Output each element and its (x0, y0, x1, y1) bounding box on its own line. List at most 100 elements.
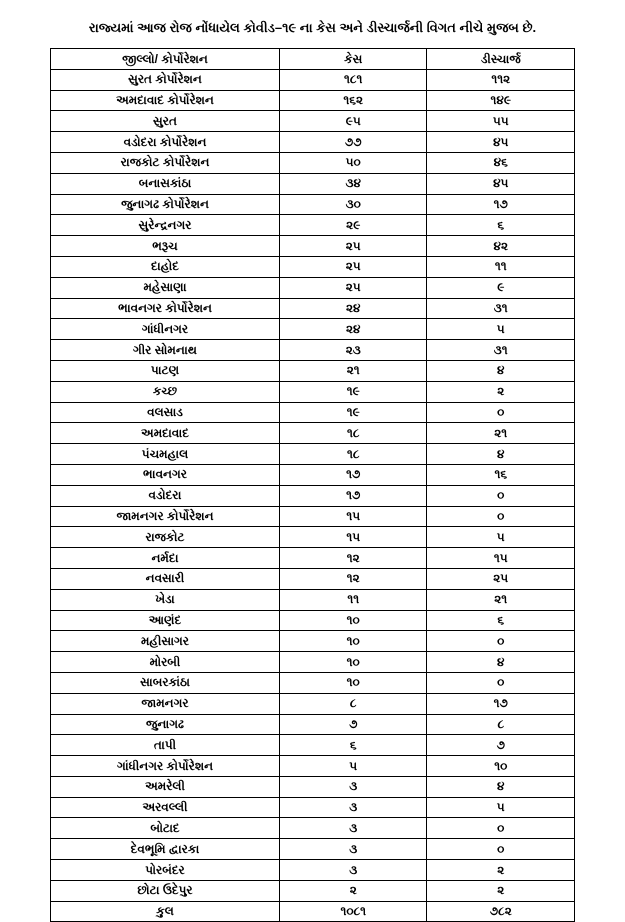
table-row: દાહોદ૨૫૧૧ (51, 256, 575, 277)
cases-cell: ૧૭ (279, 464, 427, 485)
discharge-cell: ૦ (427, 631, 575, 652)
table-row: નવસારી૧૨૨૫ (51, 568, 575, 589)
cases-cell: ૫૦ (279, 152, 427, 173)
discharge-cell: ૮ (427, 714, 575, 735)
table-row: ગીર સોમનાથ૨૩૩૧ (51, 340, 575, 361)
cases-cell: ૨૯ (279, 215, 427, 236)
discharge-cell: ૪૫ (427, 173, 575, 194)
district-cell: રાજકોટ (51, 527, 280, 548)
cases-cell: ૧૬૨ (279, 90, 427, 111)
cases-cell: ૩૦ (279, 194, 427, 215)
cases-cell: ૯૫ (279, 111, 427, 132)
cases-cell: ૧૦ (279, 631, 427, 652)
discharge-cell: ૧૪૯ (427, 90, 575, 111)
discharge-cell: ૨૧ (427, 423, 575, 444)
table-row: ભાવનગર૧૭૧૬ (51, 464, 575, 485)
page-title: રાજ્યમાં આજ રોજ નોંધાયેલ કોવીડ–૧૯ ના કેસ… (50, 20, 575, 36)
district-cell: દેવભૂમિ દ્વારકા (51, 839, 280, 860)
table-header-row: જીલ્લો/ કોર્પોરેશન કેસ ડીસ્ચાર્જ (51, 49, 575, 70)
cases-cell: ૧૦ (279, 672, 427, 693)
table-row: છોટા ઉદેપુર૨૨ (51, 880, 575, 901)
district-cell: વલસાડ (51, 402, 280, 423)
table-row: પોરબંદર૩૨ (51, 860, 575, 881)
discharge-cell: ૨ (427, 880, 575, 901)
district-cell: ખેડા (51, 589, 280, 610)
district-cell: દાહોદ (51, 256, 280, 277)
discharge-cell: ૪૨ (427, 236, 575, 257)
district-cell: મોરબી (51, 652, 280, 673)
district-cell: કચ્છ (51, 381, 280, 402)
discharge-cell: ૧૫ (427, 548, 575, 569)
district-cell: અમદાવાદ કોર્પોરેશન (51, 90, 280, 111)
district-cell: સુરત કોર્પોરેશન (51, 69, 280, 90)
table-row: સાબરકાંઠા૧૦૦ (51, 672, 575, 693)
district-cell: નવસારી (51, 568, 280, 589)
cases-cell: ૧૮ (279, 444, 427, 465)
table-row: બનાસકાંઠા૩૪૪૫ (51, 173, 575, 194)
cases-cell: ૧૨ (279, 568, 427, 589)
table-row: મહીસાગર૧૦૦ (51, 631, 575, 652)
discharge-cell: ૪ (427, 360, 575, 381)
cases-cell: ૩ (279, 860, 427, 881)
cases-cell: ૨૫ (279, 256, 427, 277)
table-row: કચ્છ૧૯૨ (51, 381, 575, 402)
table-row: પંચમહાલ૧૮૪ (51, 444, 575, 465)
table-row: જુનાગઢ કોર્પોરેશન૩૦૧૭ (51, 194, 575, 215)
discharge-cell: ૨૫ (427, 568, 575, 589)
district-cell: સુરેન્દ્રનગર (51, 215, 280, 236)
discharge-cell: ૦ (427, 839, 575, 860)
district-cell: જુનાગઢ (51, 714, 280, 735)
cases-cell: ૨૩ (279, 340, 427, 361)
cases-cell: ૮ (279, 693, 427, 714)
district-cell: આણંદ (51, 610, 280, 631)
discharge-cell: ૩૧ (427, 340, 575, 361)
district-cell: પાટણ (51, 360, 280, 381)
cases-cell: ૧૭ (279, 485, 427, 506)
district-cell: ગાંધીનગર (51, 319, 280, 340)
district-cell: વડોદરા (51, 485, 280, 506)
cases-cell: ૧૦ (279, 652, 427, 673)
discharge-cell: ૯ (427, 277, 575, 298)
district-cell: જુનાગઢ કોર્પોરેશન (51, 194, 280, 215)
cases-cell: ૩ (279, 797, 427, 818)
cases-cell: ૨૫ (279, 236, 427, 257)
discharge-cell: ૫ (427, 319, 575, 340)
district-cell: અમદાવાદ (51, 423, 280, 444)
cases-cell: ૨૧ (279, 360, 427, 381)
discharge-cell: ૧૬ (427, 464, 575, 485)
table-row: જામનગર કોર્પોરેશન૧૫૦ (51, 506, 575, 527)
cases-cell: ૩ (279, 776, 427, 797)
district-cell: સાબરકાંઠા (51, 672, 280, 693)
cases-cell: ૩ (279, 818, 427, 839)
table-row: ખેડા૧૧૨૧ (51, 589, 575, 610)
district-cell: ગાંધીનગર કોર્પોરેશન (51, 756, 280, 777)
cases-cell: ૧૯ (279, 381, 427, 402)
table-row: ભરૂચ૨૫૪૨ (51, 236, 575, 257)
discharge-cell: ૦ (427, 506, 575, 527)
discharge-cell: ૦ (427, 485, 575, 506)
cases-cell: ૧૨ (279, 548, 427, 569)
district-cell: તાપી (51, 735, 280, 756)
discharge-cell: ૩૧ (427, 298, 575, 319)
table-row: અમદાવાદ કોર્પોરેશન૧૬૨૧૪૯ (51, 90, 575, 111)
discharge-cell: ૧૦ (427, 756, 575, 777)
col-district: જીલ્લો/ કોર્પોરેશન (51, 49, 280, 70)
cases-cell: ૩ (279, 839, 427, 860)
table-row: વલસાડ૧૯૦ (51, 402, 575, 423)
district-cell: ભરૂચ (51, 236, 280, 257)
district-cell: પંચમહાલ (51, 444, 280, 465)
table-row: સુરત કોર્પોરેશન૧૮૧૧૧૨ (51, 69, 575, 90)
district-cell: સુરત (51, 111, 280, 132)
table-row: અમદાવાદ૧૮૨૧ (51, 423, 575, 444)
cases-cell: ૨૪ (279, 298, 427, 319)
district-cell: ભાવનગર કોર્પોરેશન (51, 298, 280, 319)
cases-cell: ૧૫ (279, 506, 427, 527)
covid-table: જીલ્લો/ કોર્પોરેશન કેસ ડીસ્ચાર્જ સુરત કો… (50, 48, 575, 922)
discharge-cell: ૫ (427, 797, 575, 818)
district-cell: જામનગર (51, 693, 280, 714)
table-row: પાટણ૨૧૪ (51, 360, 575, 381)
district-cell: પોરબંદર (51, 860, 280, 881)
cases-cell: ૫ (279, 756, 427, 777)
discharge-cell: ૧૭ (427, 693, 575, 714)
discharge-cell: ૪ (427, 652, 575, 673)
